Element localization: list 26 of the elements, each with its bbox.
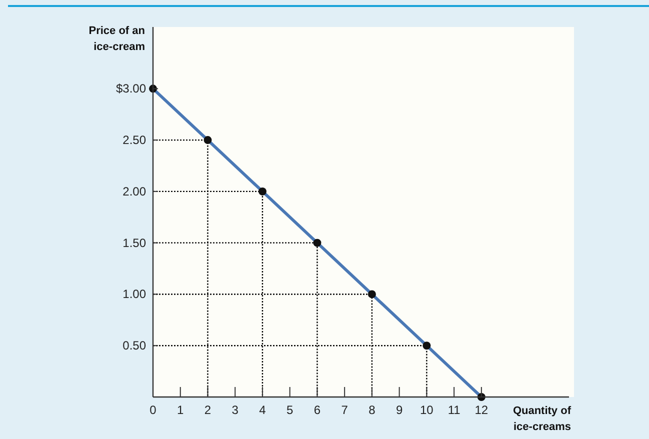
y-axis-title: Price of an ice-cream [88,25,146,53]
x-tick-label: 6 [314,403,321,417]
y-tick-label: 2.00 [122,184,146,198]
x-tick-label: 7 [341,403,348,417]
x-tick-label: 3 [232,403,239,417]
x-tick-label: 5 [286,403,294,417]
x-axis-title: Quantity of ice-creams [512,405,572,433]
x-tick-label: 8 [368,403,376,417]
x-tick-label: 11 [448,403,461,417]
x-tick-label: 0 [150,403,157,417]
point [422,342,431,350]
point [368,290,376,298]
y-tick-label: 2.50 [122,133,146,148]
x-tick-label: 1 [177,403,184,417]
x-tick-label: 4 [259,403,266,417]
x-tick-label: 2 [204,403,212,417]
y-tick-label: $3.00 [116,82,146,96]
y-tick-label: 1.00 [122,287,146,302]
point [313,238,322,247]
x-tick-label: 9 [396,403,403,417]
y-tick-label: 0.50 [122,338,146,353]
x-tick-label: 12 [474,403,488,417]
point [204,136,212,144]
x-tick-label: 10 [420,403,434,417]
y-tick-label: 1.50 [122,236,146,250]
point [258,187,266,196]
